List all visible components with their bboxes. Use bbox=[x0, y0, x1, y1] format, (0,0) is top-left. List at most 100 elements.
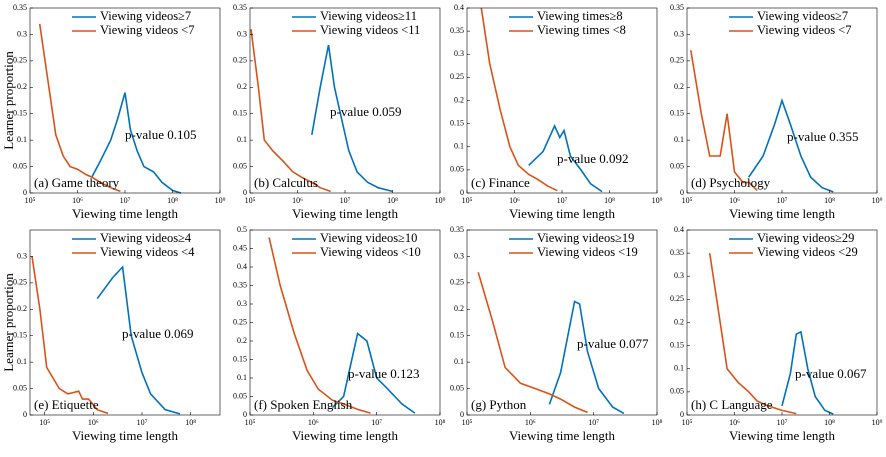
y-tick-label: 0.35 bbox=[670, 3, 684, 12]
legend-label: Viewing videos≥7 bbox=[757, 9, 848, 23]
y-tick-label: 0.25 bbox=[670, 56, 684, 65]
data-line bbox=[250, 28, 331, 193]
data-line bbox=[708, 252, 797, 415]
panel-label: (c) Finance bbox=[471, 175, 530, 190]
x-tick-label: 10⁸ bbox=[604, 196, 615, 205]
y-tick-label: 0.05 bbox=[13, 161, 27, 170]
x-tick-label: 10⁸ bbox=[435, 418, 446, 427]
y-tick-label: 0.1 bbox=[237, 373, 247, 382]
x-tick-label: 10⁷ bbox=[137, 418, 148, 427]
x-tick-label: 10⁶ bbox=[72, 196, 83, 205]
y-tick-label: 0.15 bbox=[450, 118, 464, 127]
y-tick-label: 0 bbox=[680, 188, 684, 197]
y-tick-label: 0.25 bbox=[450, 72, 464, 81]
annotation: p-value 0.123 bbox=[348, 366, 419, 381]
y-tick-label: 0.35 bbox=[233, 280, 247, 289]
data-line bbox=[748, 97, 834, 193]
y-tick-label: 0.3 bbox=[237, 29, 247, 38]
y-tick-label: 0.25 bbox=[13, 56, 27, 65]
y-tick-label: 0 bbox=[243, 410, 247, 419]
y-tick-label: 0.1 bbox=[454, 357, 464, 366]
annotation: p-value 0.059 bbox=[330, 104, 401, 119]
data-line bbox=[477, 272, 588, 414]
x-tick-label: 10⁷ bbox=[340, 196, 351, 205]
y-tick-label: 0.35 bbox=[670, 248, 684, 257]
x-tick-label: 10⁷ bbox=[777, 196, 788, 205]
y-tick-label: 0.3 bbox=[674, 271, 684, 280]
y-tick-label: 0.05 bbox=[670, 161, 684, 170]
data-line bbox=[331, 332, 416, 414]
legend-label: Viewing videos <19 bbox=[537, 245, 638, 259]
x-tick-label: 10⁵ bbox=[462, 196, 473, 205]
x-tick-label: 10⁷ bbox=[371, 418, 382, 427]
y-tick-label: 0.3 bbox=[454, 49, 464, 58]
y-tick-label: 0.05 bbox=[233, 161, 247, 170]
data-line bbox=[480, 7, 558, 192]
x-tick-label: 10⁵ bbox=[245, 196, 256, 205]
x-axis-label: Viewing time length bbox=[729, 206, 836, 221]
legend-label: Viewing videos≥11 bbox=[320, 9, 417, 23]
y-tick-label: 0.1 bbox=[237, 135, 247, 144]
x-axis-label: Viewing time length bbox=[509, 428, 616, 443]
x-axis-label: Viewing time length bbox=[292, 428, 399, 443]
y-tick-label: 0.25 bbox=[233, 56, 247, 65]
y-axis-label: Learner proportion bbox=[1, 51, 16, 150]
legend-label: Viewing videos≥29 bbox=[757, 231, 854, 245]
x-tick-label: 10⁷ bbox=[777, 418, 788, 427]
x-tick-label: 10⁹ bbox=[435, 196, 446, 205]
y-tick-label: 0.15 bbox=[233, 109, 247, 118]
x-tick-label: 10⁶ bbox=[509, 196, 520, 205]
y-tick-label: 0.15 bbox=[450, 331, 464, 340]
legend-label: Viewing videos <4 bbox=[100, 245, 195, 259]
annotation: p-value 0.092 bbox=[557, 151, 628, 166]
y-tick-label: 0.1 bbox=[17, 357, 27, 366]
x-tick-label: 10⁵ bbox=[462, 418, 473, 427]
y-tick-label: 0.3 bbox=[17, 251, 27, 260]
y-tick-label: 0 bbox=[460, 410, 464, 419]
x-tick-label: 10⁸ bbox=[824, 196, 835, 205]
annotation: p-value 0.069 bbox=[122, 326, 193, 341]
annotation: p-value 0.067 bbox=[795, 366, 867, 381]
y-tick-label: 0 bbox=[23, 188, 27, 197]
x-axis-label: Viewing time length bbox=[509, 206, 616, 221]
legend-label: Viewing videos≥4 bbox=[100, 231, 192, 245]
data-line bbox=[311, 44, 393, 193]
y-tick-label: 0 bbox=[243, 188, 247, 197]
y-tick-label: 0.2 bbox=[237, 82, 247, 91]
y-tick-label: 0 bbox=[680, 410, 684, 419]
x-tick-label: 10⁶ bbox=[729, 418, 740, 427]
panel-label: (e) Etiquette bbox=[34, 397, 99, 412]
legend-label: Viewing videos≥19 bbox=[537, 231, 634, 245]
y-tick-label: 0.1 bbox=[674, 135, 684, 144]
y-tick-label: 0.5 bbox=[237, 225, 247, 234]
y-tick-label: 0.2 bbox=[17, 304, 27, 313]
x-tick-label: 10⁷ bbox=[588, 418, 599, 427]
y-tick-label: 0.25 bbox=[13, 278, 27, 287]
x-axis-label: Viewing time length bbox=[72, 206, 179, 221]
y-tick-label: 0.1 bbox=[454, 142, 464, 151]
data-line bbox=[548, 300, 625, 415]
y-tick-label: 0.4 bbox=[237, 262, 247, 271]
x-tick-label: 10⁸ bbox=[824, 418, 835, 427]
panel-label: (d) Psychology bbox=[691, 175, 771, 190]
y-tick-label: 0.35 bbox=[450, 26, 464, 35]
x-axis-label: Viewing time length bbox=[292, 206, 399, 221]
y-tick-label: 0.2 bbox=[674, 317, 684, 326]
legend-label: Viewing times≥8 bbox=[537, 9, 623, 23]
x-tick-label: 10⁵ bbox=[39, 418, 50, 427]
x-tick-label: 10⁶ bbox=[525, 418, 536, 427]
y-tick-label: 0.3 bbox=[674, 29, 684, 38]
x-tick-label: 10⁹ bbox=[872, 418, 883, 427]
y-tick-label: 0.15 bbox=[670, 109, 684, 118]
x-tick-label: 10⁹ bbox=[215, 196, 226, 205]
y-tick-label: 0.35 bbox=[233, 3, 247, 12]
y-tick-label: 0.45 bbox=[233, 243, 247, 252]
x-tick-label: 10⁹ bbox=[872, 196, 883, 205]
x-tick-label: 10⁸ bbox=[167, 196, 178, 205]
x-tick-label: 10⁵ bbox=[682, 196, 693, 205]
y-tick-label: 0.15 bbox=[13, 109, 27, 118]
x-tick-label: 10⁷ bbox=[557, 196, 568, 205]
legend-label: Viewing videos <10 bbox=[320, 245, 421, 259]
y-tick-label: 0.35 bbox=[450, 225, 464, 234]
